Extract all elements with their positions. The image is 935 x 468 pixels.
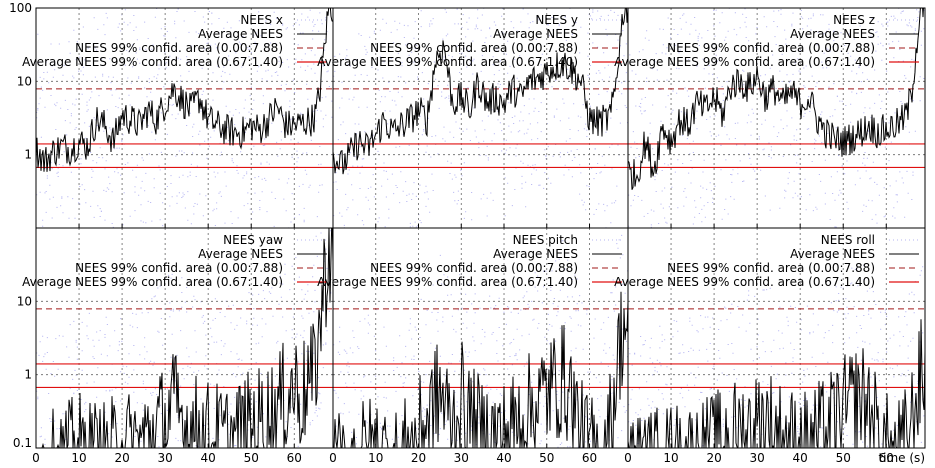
x-tick-label: 0 [329,451,337,465]
x-tick-label: 20 [411,451,426,465]
y-tick-label: 10 [17,74,32,88]
legend-nees99-label: NEES 99% confid. area (0.00:7.88) [370,261,578,275]
y-tick-label: 10 [17,294,32,308]
legend-avg99-label: Average NEES 99% confid. area (0.67:1.40… [317,275,578,289]
legend-avg99-label: Average NEES 99% confid. area (0.67:1.40… [614,55,875,69]
x-tick-label: 50 [539,451,554,465]
legend-samples-label: NEES x [240,13,283,27]
x-tick-label: 50 [836,451,851,465]
legend-samples-label: NEES z [833,13,875,27]
legend-avg99-label: Average NEES 99% confid. area (0.67:1.40… [317,55,578,69]
legend-avg99-label: Average NEES 99% confid. area (0.67:1.40… [22,55,283,69]
x-tick-label: 40 [793,451,808,465]
panel-plot-area [36,8,333,228]
panel-plot-area [628,228,925,448]
legend-nees99-label: NEES 99% confid. area (0.00:7.88) [667,41,875,55]
x-tick-label: 20 [706,451,721,465]
legend-average-label: Average NEES [790,247,875,261]
average-nees-line [333,8,628,175]
grid [333,228,628,448]
legend-avg99-label: Average NEES 99% confid. area (0.67:1.40… [614,275,875,289]
panel-plot-area [333,8,628,228]
legend-average-label: Average NEES [790,27,875,41]
panel-ticks [627,444,887,448]
x-tick-label: 0 [624,451,632,465]
legend-samples-label: NEES roll [821,233,875,247]
y-tick-label: 1 [24,368,32,382]
x-tick-label: 40 [201,451,216,465]
x-tick-label: 60 [287,451,302,465]
panel-frame [627,227,926,449]
legend-samples-label: NEES y [535,13,578,27]
legend-samples-label: NEES pitch [513,233,578,247]
x-tick-label: 10 [71,451,86,465]
x-tick-label: 30 [454,451,469,465]
legend-nees99-label: NEES 99% confid. area (0.00:7.88) [370,41,578,55]
x-tick-label: 10 [663,451,678,465]
legend-average-label: Average NEES [493,27,578,41]
y-tick-label: 1 [24,148,32,162]
x-axis-label: time (s) [878,451,925,465]
legend-nees99-label: NEES 99% confid. area (0.00:7.88) [75,261,283,275]
y-tick-label: 100 [9,1,32,15]
legend-nees99-label: NEES 99% confid. area (0.00:7.88) [667,261,875,275]
panel-ticks [332,224,591,228]
nees-sample-cloud [628,8,925,228]
x-tick-label: 0 [32,451,40,465]
average-nees-line [628,8,924,190]
panel-ticks [627,224,887,228]
x-tick-label: 60 [582,451,597,465]
panel-ticks [332,444,591,448]
nees-sample-cloud [333,234,628,448]
x-tick-label: 30 [157,451,172,465]
average-nees-line [628,319,925,448]
panel-ticks [35,224,295,228]
legend-average-label: Average NEES [198,27,283,41]
panel-plot-area [36,228,333,448]
legend-nees99-label: NEES 99% confid. area (0.00:7.88) [75,41,283,55]
grid [628,8,925,228]
legend-avg99-label: Average NEES 99% confid. area (0.67:1.40… [22,275,283,289]
x-tick-label: 60 [879,451,894,465]
nees-sample-cloud [333,8,628,228]
x-tick-label: 40 [496,451,511,465]
average-nees-line [333,291,628,448]
x-tick-label: 50 [244,451,259,465]
x-tick-label: 30 [749,451,764,465]
nees-sample-cloud [36,230,332,448]
average-nees-line [36,8,333,172]
y-tick-label: 0.1 [13,436,32,450]
average-nees-line [36,228,333,448]
panel-plot-area [333,228,628,448]
legend-average-label: Average NEES [198,247,283,261]
grid [628,228,925,448]
legend-average-label: Average NEES [493,247,578,261]
panel-ticks [35,444,295,448]
x-tick-label: 10 [368,451,383,465]
nees-sample-cloud [36,8,333,228]
legend-samples-label: NEES yaw [223,233,283,247]
x-tick-label: 20 [114,451,129,465]
panel-plot-area [628,8,925,228]
grid [36,228,333,448]
